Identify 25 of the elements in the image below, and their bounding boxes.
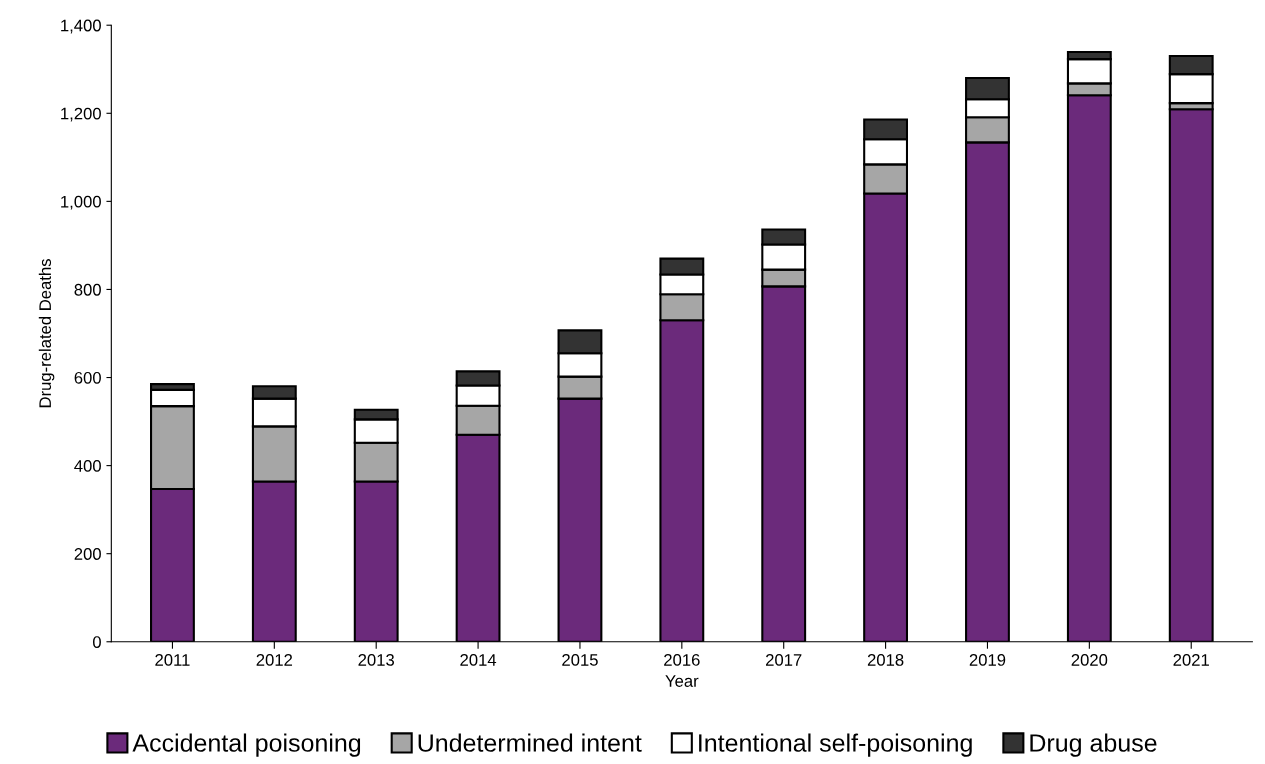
y-tick-label: 600 [74,371,101,384]
y-axis-title: Drug-related Deaths [38,259,55,408]
legend-label: Undetermined intent [418,733,642,752]
x-tick-label: 2018 [867,654,904,666]
y-tick-label: 1,000 [61,195,101,210]
y-tick-label: 200 [74,548,101,560]
x-tick-label: 2017 [766,654,802,666]
y-tick-label: 1,400 [61,19,101,34]
x-tick-label: 2013 [358,654,395,666]
x-tick-label: 2014 [460,654,497,666]
y-tick-label: 1,200 [61,107,101,122]
x-axis-title: Year [665,675,699,687]
x-tick-label: 2011 [155,654,190,666]
x-tick-label: 2021 [1173,654,1209,666]
x-tick-label: 2020 [1071,654,1108,666]
x-tick-label: 2016 [664,654,700,666]
x-tick-label: 2015 [562,654,598,666]
x-tick-label: 2019 [969,654,1006,666]
y-tick-label: 800 [74,283,101,296]
y-tick-label: 400 [74,460,101,472]
y-tick-label: 0 [92,636,101,648]
legend-label: Accidental poisoning [132,733,361,757]
legend-label: Drug abuse [1030,733,1157,757]
legend-label: Intentional self-poisoning [699,733,972,757]
x-tick-label: 2012 [256,654,293,666]
